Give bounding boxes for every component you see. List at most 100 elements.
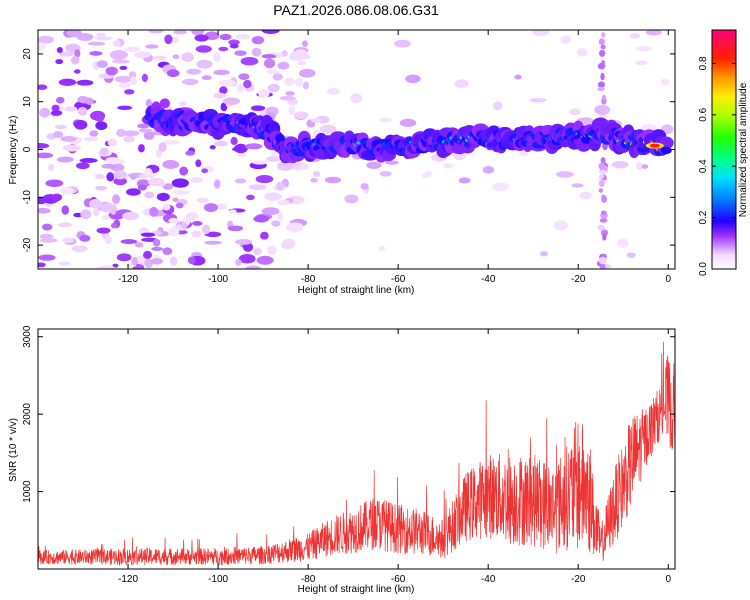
noise-blob <box>230 136 238 146</box>
noise-blob <box>280 241 294 250</box>
noise-blob <box>399 118 417 127</box>
noise-blob <box>76 162 90 170</box>
noise-blob <box>77 106 88 116</box>
noise-blob <box>599 169 608 175</box>
noise-blob <box>454 79 469 89</box>
noise-blob <box>601 32 606 38</box>
noise-blob <box>58 78 77 86</box>
noise-blob <box>196 197 209 203</box>
noise-blob <box>252 160 268 165</box>
noise-blob <box>145 44 159 49</box>
noise-blob <box>279 95 296 101</box>
noise-blob <box>130 76 137 86</box>
noise-blob <box>227 225 244 232</box>
noise-blob <box>79 234 91 242</box>
noise-blob <box>112 39 121 47</box>
noise-blob <box>182 78 199 86</box>
noise-blob <box>38 84 48 90</box>
noise-blob <box>366 161 382 170</box>
noise-blob <box>626 252 636 258</box>
noise-blob <box>57 222 73 228</box>
noise-blob <box>423 171 433 177</box>
noise-blob <box>107 138 117 147</box>
noise-blob <box>553 220 569 231</box>
snr-y-tick-label: 3000 <box>22 325 33 348</box>
noise-blob <box>235 239 253 245</box>
noise-blob <box>171 178 189 188</box>
noise-blob <box>288 105 295 116</box>
noise-blob <box>264 192 282 201</box>
noise-blob <box>62 237 75 244</box>
snr-frame <box>37 328 676 570</box>
noise-blob <box>215 203 228 210</box>
noise-blob <box>192 221 203 226</box>
noise-blob <box>201 224 211 235</box>
spectrogram-x-tick-label: 0 <box>665 274 671 285</box>
noise-blob <box>266 156 281 162</box>
noise-blob <box>635 46 653 52</box>
noise-blob <box>258 89 270 99</box>
noise-blob <box>492 101 503 111</box>
noise-blob <box>222 97 241 106</box>
noise-blob <box>601 194 606 200</box>
noise-blob <box>660 78 670 86</box>
noise-blob <box>219 79 237 87</box>
spectrogram-heatmap <box>38 30 674 269</box>
noise-blob <box>117 105 133 110</box>
spectrogram-x-ticks: -120 -100 -80 -60 -40 -20 0 <box>118 30 671 285</box>
noise-blob <box>113 170 127 180</box>
noise-blob <box>616 238 629 248</box>
noise-blob <box>152 55 167 61</box>
noise-blob <box>185 212 199 221</box>
noise-blob <box>196 59 213 69</box>
noise-blob <box>492 182 510 192</box>
noise-blob <box>277 61 290 70</box>
noise-blob <box>147 178 165 186</box>
noise-blob <box>261 207 280 216</box>
noise-blob <box>138 144 145 153</box>
noise-blob <box>600 44 606 50</box>
noise-blob <box>245 265 262 269</box>
noise-blob <box>234 178 247 184</box>
noise-blob <box>294 49 308 55</box>
noise-blob <box>245 143 263 150</box>
noise-blob <box>213 52 221 63</box>
noise-blob <box>284 77 295 86</box>
noise-blob <box>260 231 269 240</box>
noise-blob <box>73 69 81 74</box>
noise-blob <box>219 33 232 41</box>
noise-blob <box>110 222 118 229</box>
noise-blob <box>85 97 94 106</box>
snr-x-label: Height of straight line (km) <box>298 584 415 595</box>
noise-blob <box>560 35 572 44</box>
noise-blob <box>140 232 156 237</box>
noise-blob <box>38 207 51 214</box>
noise-blob <box>250 105 266 112</box>
spectrogram-y-label: Frequency (Hz) <box>8 116 19 185</box>
noise-blob <box>106 172 115 182</box>
noise-blob <box>220 102 228 112</box>
snr-series-line <box>38 341 675 566</box>
noise-blob <box>172 189 190 195</box>
noise-blob <box>109 205 118 215</box>
noise-blob <box>601 94 607 101</box>
noise-blob <box>251 47 262 57</box>
noise-blob <box>39 233 54 240</box>
noise-blob <box>577 48 588 57</box>
noise-blob <box>112 194 121 205</box>
noise-blob <box>55 58 64 65</box>
noise-blob <box>60 136 77 142</box>
noise-blob <box>539 251 548 257</box>
noise-blob <box>267 245 277 255</box>
noise-blob <box>190 177 203 184</box>
noise-blob <box>629 33 641 39</box>
noise-blob <box>104 235 112 245</box>
noise-blob <box>285 91 295 96</box>
noise-blob <box>598 49 606 57</box>
spectrogram-x-tick-label: -20 <box>571 274 586 285</box>
ridge-body <box>660 146 672 155</box>
noise-blob <box>261 30 280 34</box>
noise-blob <box>101 215 111 220</box>
noise-blob <box>458 177 471 184</box>
noise-blob <box>116 253 132 262</box>
